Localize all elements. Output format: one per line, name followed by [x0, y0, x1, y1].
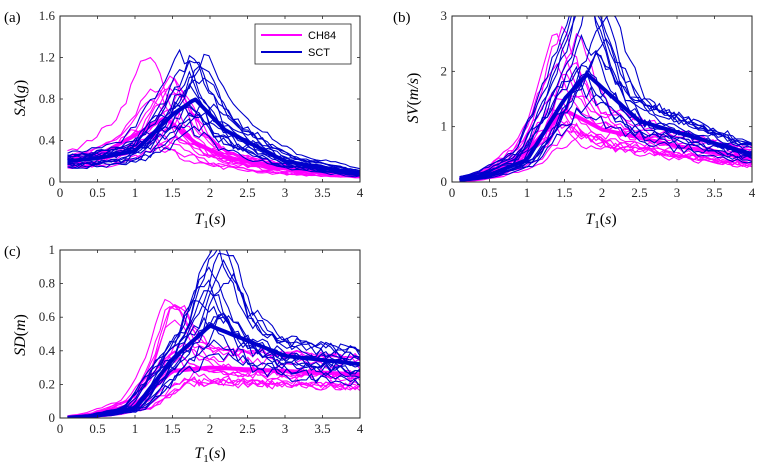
x-tick-label: 1 — [132, 185, 139, 200]
panel-b-ylabel: SV(m/s) — [405, 73, 422, 124]
x-tick-label: 0 — [449, 185, 456, 200]
y-tick-label: 1.6 — [39, 8, 56, 23]
series-line-sct-record — [67, 54, 360, 172]
series-line-sct-record — [459, 16, 752, 181]
x-tick-label: 3.5 — [314, 421, 330, 436]
panel-a-xlabel: T1(s) — [194, 211, 225, 231]
x-tick-label: 1.5 — [556, 185, 572, 200]
y-tick-label: 2 — [441, 63, 448, 78]
y-tick-label: 0 — [49, 410, 56, 425]
x-tick-label: 2 — [599, 185, 606, 200]
series-line-sct-record — [67, 123, 360, 177]
y-tick-label: 0.8 — [39, 91, 55, 106]
series-line-sct-record — [459, 16, 752, 181]
series-line-sct-record — [67, 101, 360, 176]
series-line-ch84-mean — [459, 108, 752, 182]
panel-c-frame — [59, 249, 361, 419]
y-tick-label: 0 — [49, 174, 56, 189]
panel-b-label: (b) — [393, 10, 411, 26]
panel-a-ylabel: SA(g) — [12, 80, 29, 116]
x-tick-label: 4 — [357, 185, 364, 200]
panel-c-ticks: 0 0.5 1 1.5 2 2.5 3 3.5 4 0 0.2 0.4 0.6 0.8 1 — [39, 242, 364, 436]
series-line-sct-record — [67, 250, 360, 418]
x-tick-label: 2.5 — [631, 185, 647, 200]
series-line-sct-record — [67, 117, 360, 178]
x-tick-label: 2 — [207, 421, 214, 436]
y-tick-label: 0 — [441, 174, 448, 189]
y-tick-label: 1.2 — [39, 50, 55, 65]
series-line-sct-record — [459, 16, 752, 178]
legend: CH84 SCT — [254, 23, 352, 65]
panel-b-ticks: 0 0.5 1 1.5 2 2.5 3 3.5 4 0 1 2 3 — [441, 8, 756, 200]
x-tick-label: 0 — [57, 421, 64, 436]
panel-c-ylabel: SD(m) — [12, 314, 29, 356]
series-line-sct-mean — [67, 323, 360, 418]
series-line-ch84-record — [67, 304, 360, 418]
x-tick-label: 3 — [282, 421, 289, 436]
y-tick-label: 0.2 — [39, 376, 55, 391]
panel-c-curves — [67, 250, 360, 418]
series-line-sct-record — [67, 352, 360, 418]
x-tick-label: 3 — [674, 185, 681, 200]
x-tick-label: 1.5 — [164, 421, 180, 436]
panel-c-xlabel: T1(s) — [194, 445, 225, 464]
y-tick-label: 3 — [441, 8, 448, 23]
x-tick-label: 3.5 — [314, 185, 330, 200]
series-line-sct-record — [67, 258, 360, 418]
x-tick-label: 0.5 — [89, 421, 105, 436]
legend-label-sct: SCT — [308, 47, 330, 59]
panel-b-curves — [459, 16, 752, 182]
y-tick-label: 0.6 — [39, 309, 56, 324]
x-tick-label: 2 — [207, 185, 214, 200]
y-tick-label: 0.4 — [39, 343, 56, 358]
panel-c-label: (c) — [4, 244, 21, 260]
series-line-sct-record — [459, 64, 752, 180]
y-tick-label: 1 — [49, 242, 56, 257]
x-tick-label: 1 — [132, 421, 139, 436]
panel-a-spectral-acceleration: (a) 0 0.5 1 1.5 2 2.5 3 3.5 4 0 0.4 0.8 1.2 1.6 T1(s)… — [4, 8, 364, 231]
legend-box — [254, 23, 352, 65]
panel-b-spectral-velocity: (b) 0 0.5 1 1.5 2 2.5 3 3.5 4 0 1 2 3 T1(s) SV(m/s) — [393, 8, 756, 231]
series-line-sct-record — [459, 65, 752, 180]
x-tick-label: 0.5 — [89, 185, 105, 200]
x-tick-label: 2.5 — [239, 185, 255, 200]
y-tick-label: 1 — [441, 119, 448, 134]
panel-a-label: (a) — [4, 10, 21, 26]
x-tick-label: 1 — [524, 185, 531, 200]
panel-a-curves — [67, 48, 360, 179]
series-line-ch84-record — [67, 135, 360, 178]
legend-label-ch84: CH84 — [308, 30, 336, 42]
x-tick-label: 4 — [749, 185, 756, 200]
y-tick-label: 0.8 — [39, 276, 55, 291]
series-line-sct-record — [459, 16, 752, 178]
x-tick-label: 4 — [357, 421, 364, 436]
x-tick-label: 0 — [57, 185, 64, 200]
x-tick-label: 3.5 — [706, 185, 722, 200]
x-tick-label: 1.5 — [164, 185, 180, 200]
series-line-ch84-record — [67, 319, 360, 418]
panel-b-xlabel: T1(s) — [585, 211, 616, 231]
series-line-sct-record — [459, 107, 752, 182]
series-line-ch84-mean — [67, 116, 360, 177]
series-line-sct-mean — [459, 72, 752, 182]
y-tick-label: 0.4 — [39, 133, 56, 148]
panel-a-ticks: 0 0.5 1 1.5 2 2.5 3 3.5 4 0 0.4 0.8 1.2 1.6 — [39, 8, 364, 200]
series-line-sct-mean — [67, 97, 360, 176]
series-line-sct-record — [459, 16, 752, 179]
series-line-sct-record — [67, 266, 360, 418]
panel-c-spectral-displacement: (c) 0 0.5 1 1.5 2 2.5 3 3.5 4 0 0.2 0.4 0.6 0.8 1 T1(s… — [4, 242, 364, 464]
series-line-sct-record — [67, 252, 360, 418]
x-tick-label: 0.5 — [481, 185, 497, 200]
x-tick-label: 2.5 — [239, 421, 255, 436]
x-tick-label: 3 — [282, 185, 289, 200]
